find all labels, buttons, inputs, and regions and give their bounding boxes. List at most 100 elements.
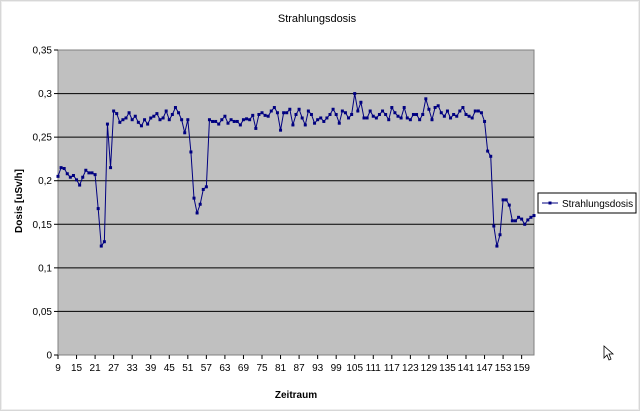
data-point (504, 198, 508, 202)
data-point (130, 118, 134, 122)
data-point (149, 116, 153, 120)
data-point (433, 106, 437, 110)
data-point (359, 100, 363, 104)
x-tick-label: 123 (402, 363, 419, 374)
data-point (115, 112, 119, 116)
data-point (177, 111, 181, 115)
x-tick-label: 15 (71, 363, 83, 374)
data-point (245, 117, 249, 121)
data-point (65, 172, 69, 176)
data-point (251, 113, 255, 117)
data-point (399, 116, 403, 120)
data-point (201, 187, 205, 191)
legend-label: Strahlungsdosis (562, 199, 633, 210)
data-point (353, 92, 357, 96)
data-point (316, 118, 320, 122)
y-axis: 0 0,05 0,1 0,15 0,2 0,25 0,3 0,35 (33, 46, 58, 362)
data-point (384, 112, 388, 116)
data-point (68, 175, 72, 179)
data-point (214, 119, 218, 123)
data-point (365, 116, 369, 120)
data-point (59, 166, 63, 170)
x-tick-label: 51 (182, 363, 194, 374)
data-point (393, 111, 397, 115)
x-tick-label: 141 (458, 363, 475, 374)
x-tick-label: 99 (331, 363, 343, 374)
data-point (439, 111, 443, 115)
data-point (532, 214, 536, 218)
data-point (152, 114, 156, 118)
data-point (217, 122, 221, 126)
data-point (282, 111, 286, 115)
x-tick-label: 87 (294, 363, 306, 374)
data-point (350, 112, 354, 116)
data-point (238, 123, 242, 127)
data-point (427, 107, 431, 111)
data-point (229, 118, 233, 122)
x-tick-label: 153 (495, 363, 512, 374)
data-point (62, 167, 66, 171)
data-point (501, 198, 505, 202)
data-point (517, 215, 521, 219)
data-point (146, 122, 150, 126)
data-point (513, 219, 517, 223)
data-point (127, 111, 131, 115)
y-tick-label: 0,05 (33, 307, 53, 318)
data-point (155, 112, 159, 116)
x-tick-label: 117 (384, 363, 400, 374)
data-point (455, 114, 459, 118)
mouse-cursor-icon (603, 345, 615, 361)
y-tick-label: 0,1 (38, 263, 52, 274)
data-point (300, 116, 304, 120)
data-point (368, 109, 372, 113)
data-point (285, 111, 289, 115)
data-point (109, 166, 113, 170)
data-point (180, 118, 184, 122)
x-tick-label: 111 (366, 363, 382, 374)
data-point (405, 116, 409, 120)
data-point (374, 116, 378, 120)
data-point (139, 124, 143, 128)
data-point (319, 116, 323, 120)
data-point (483, 119, 487, 123)
data-point (498, 233, 502, 237)
data-point (436, 104, 440, 108)
x-tick-label: 21 (90, 363, 102, 374)
data-point (322, 119, 326, 123)
data-point (467, 114, 471, 118)
data-point (424, 97, 428, 101)
data-point (232, 119, 236, 123)
data-point (167, 118, 171, 122)
data-point (269, 109, 273, 113)
data-point (211, 119, 215, 123)
data-point (121, 118, 125, 122)
data-point (161, 116, 165, 120)
data-point (195, 211, 199, 215)
data-point (297, 107, 301, 111)
data-point (99, 244, 103, 248)
data-point (248, 118, 252, 122)
data-point (226, 121, 230, 125)
data-point (390, 106, 394, 110)
data-point (529, 215, 533, 219)
x-tick-label: 93 (312, 363, 324, 374)
data-point (260, 111, 264, 115)
x-tick-label: 81 (275, 363, 287, 374)
data-point (356, 109, 360, 113)
data-point (164, 109, 168, 113)
data-point (275, 111, 279, 115)
legend: Strahlungsdosis (537, 192, 637, 214)
data-point (309, 112, 313, 116)
data-point (204, 185, 208, 189)
gridlines (58, 93, 534, 312)
x-tick-label: 105 (346, 363, 363, 374)
data-point (473, 109, 477, 113)
data-point (223, 114, 227, 118)
data-point (272, 106, 276, 110)
x-tick-label: 69 (238, 363, 250, 374)
data-point (387, 118, 391, 122)
data-point (78, 183, 82, 187)
data-point (347, 116, 351, 120)
data-point (93, 173, 97, 177)
